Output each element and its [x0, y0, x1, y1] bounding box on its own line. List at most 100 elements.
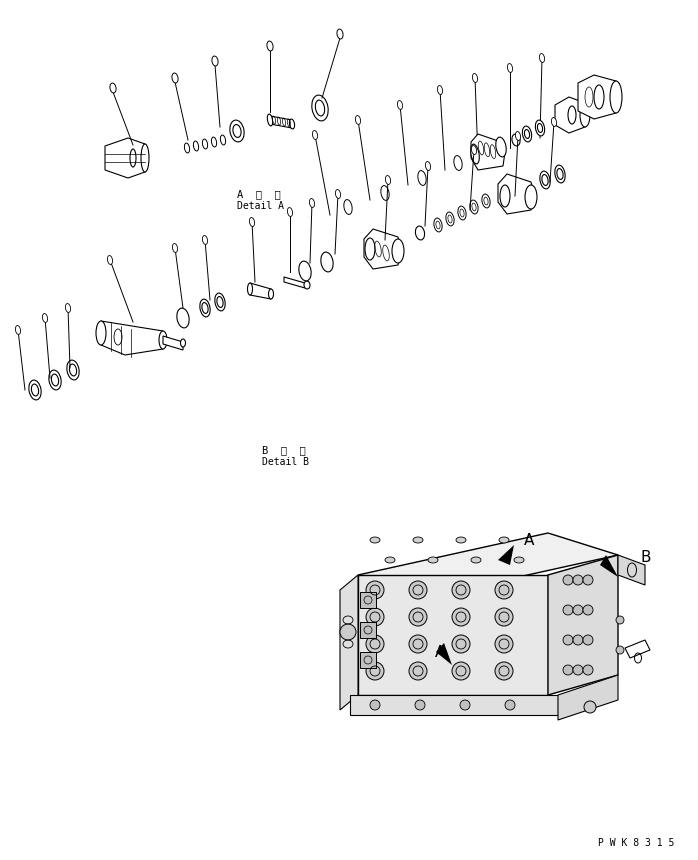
Ellipse shape	[66, 304, 70, 312]
Circle shape	[366, 608, 384, 626]
Circle shape	[583, 575, 593, 585]
Ellipse shape	[15, 326, 20, 335]
Ellipse shape	[172, 243, 177, 253]
Ellipse shape	[381, 186, 389, 200]
Ellipse shape	[551, 118, 556, 126]
Circle shape	[409, 608, 427, 626]
Ellipse shape	[184, 143, 190, 153]
Ellipse shape	[233, 125, 241, 138]
Ellipse shape	[215, 293, 225, 311]
Ellipse shape	[193, 141, 199, 151]
Ellipse shape	[413, 537, 423, 543]
Ellipse shape	[337, 29, 343, 39]
Circle shape	[573, 635, 583, 645]
Ellipse shape	[69, 364, 77, 376]
Ellipse shape	[31, 384, 38, 396]
Ellipse shape	[43, 314, 47, 322]
Circle shape	[583, 605, 593, 615]
Ellipse shape	[537, 124, 542, 132]
Ellipse shape	[415, 226, 424, 240]
Ellipse shape	[249, 218, 255, 226]
Ellipse shape	[315, 100, 325, 116]
Circle shape	[505, 700, 515, 710]
Polygon shape	[101, 321, 163, 355]
Ellipse shape	[267, 114, 273, 126]
Ellipse shape	[555, 165, 565, 183]
Ellipse shape	[181, 339, 186, 347]
Ellipse shape	[370, 537, 380, 543]
Text: A: A	[435, 645, 445, 660]
Ellipse shape	[269, 289, 274, 299]
Ellipse shape	[525, 185, 537, 209]
Polygon shape	[284, 277, 305, 288]
Circle shape	[563, 575, 573, 585]
Ellipse shape	[385, 175, 391, 184]
Ellipse shape	[392, 239, 404, 263]
Circle shape	[495, 662, 513, 680]
Circle shape	[573, 575, 583, 585]
Ellipse shape	[515, 132, 521, 140]
Circle shape	[583, 665, 593, 675]
Ellipse shape	[299, 261, 311, 281]
Ellipse shape	[482, 194, 490, 208]
Polygon shape	[105, 138, 145, 178]
Ellipse shape	[470, 144, 480, 164]
Ellipse shape	[202, 236, 207, 244]
Ellipse shape	[454, 156, 462, 170]
Ellipse shape	[610, 81, 622, 113]
Circle shape	[452, 581, 470, 599]
Ellipse shape	[540, 53, 544, 63]
Ellipse shape	[221, 135, 225, 145]
Ellipse shape	[397, 101, 403, 109]
Circle shape	[616, 646, 624, 654]
Polygon shape	[548, 555, 618, 695]
Ellipse shape	[456, 537, 466, 543]
Ellipse shape	[96, 321, 106, 345]
Ellipse shape	[499, 537, 509, 543]
Ellipse shape	[67, 360, 79, 380]
Polygon shape	[498, 174, 535, 214]
Ellipse shape	[29, 380, 41, 400]
Ellipse shape	[217, 297, 223, 307]
Circle shape	[366, 635, 384, 653]
Polygon shape	[578, 75, 616, 119]
Ellipse shape	[470, 200, 478, 214]
Polygon shape	[163, 336, 183, 350]
Ellipse shape	[52, 374, 59, 386]
Ellipse shape	[248, 283, 253, 295]
Ellipse shape	[473, 74, 477, 83]
Ellipse shape	[200, 299, 210, 316]
Ellipse shape	[496, 137, 506, 157]
Polygon shape	[600, 555, 618, 577]
Circle shape	[366, 662, 384, 680]
Text: Detail B: Detail B	[262, 457, 309, 467]
Ellipse shape	[507, 64, 512, 72]
Ellipse shape	[313, 131, 318, 139]
Text: P W K 8 3 1 5: P W K 8 3 1 5	[598, 838, 674, 848]
Ellipse shape	[288, 207, 292, 217]
Polygon shape	[558, 675, 618, 720]
Ellipse shape	[385, 557, 395, 563]
Ellipse shape	[438, 85, 443, 95]
Ellipse shape	[309, 199, 315, 207]
Text: A: A	[524, 533, 535, 548]
Circle shape	[409, 662, 427, 680]
Circle shape	[563, 665, 573, 675]
Circle shape	[370, 700, 380, 710]
Ellipse shape	[458, 206, 466, 220]
Circle shape	[452, 608, 470, 626]
Circle shape	[583, 635, 593, 645]
Ellipse shape	[312, 95, 328, 121]
Polygon shape	[250, 283, 271, 299]
Ellipse shape	[500, 185, 510, 207]
Ellipse shape	[355, 115, 361, 125]
Polygon shape	[350, 695, 558, 715]
Ellipse shape	[202, 139, 207, 149]
Ellipse shape	[321, 252, 333, 272]
Circle shape	[573, 605, 583, 615]
Ellipse shape	[446, 212, 454, 226]
Ellipse shape	[428, 557, 438, 563]
Polygon shape	[555, 97, 585, 133]
Ellipse shape	[514, 557, 524, 563]
Ellipse shape	[172, 73, 178, 83]
